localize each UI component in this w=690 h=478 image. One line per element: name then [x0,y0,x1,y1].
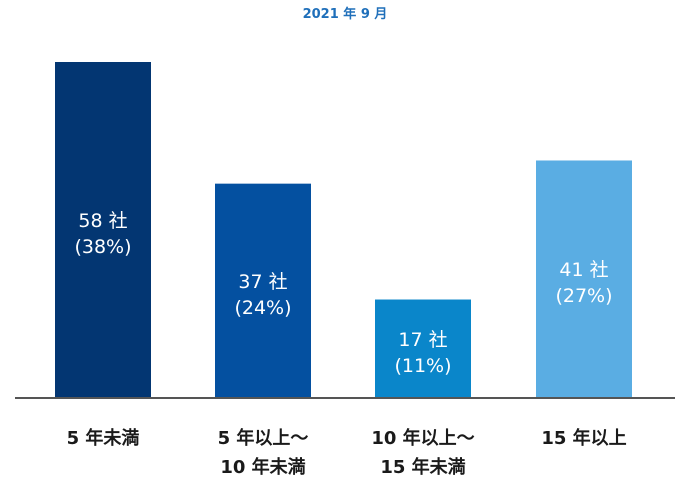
category-labels-layer: 5 年未満 5 年以上～ 10 年未満 10 年以上～ 15 年未満 15 年以上 [67,427,627,478]
category-label-3-line-2: 15 年未満 [380,456,465,478]
bar-percent-label-4: (27%) [555,285,612,307]
bar-value-label-2: 37 社 [238,271,287,293]
bar-1 [55,62,151,398]
category-label-1-line-1: 5 年未満 [67,427,140,449]
bar-percent-label-3: (11%) [394,355,451,377]
category-label-3-line-1: 10 年以上～ [371,427,474,449]
category-label-2-line-2: 10 年未満 [220,456,305,478]
bars-layer [55,62,632,398]
bar-labels-layer: 58 社 (38%) 37 社 (24%) 17 社 (11%) 41 社 (27%) [74,210,612,377]
bar-value-label-1: 58 社 [78,210,127,232]
bar-value-label-3: 17 社 [398,329,447,351]
category-label-4-line-1: 15 年以上 [541,427,626,449]
bar-3 [375,299,471,398]
bar-value-label-4: 41 社 [559,259,608,281]
chart-title: 2021 年 9 月 [303,6,388,22]
bar-percent-label-2: (24%) [234,297,291,319]
category-label-2-line-1: 5 年以上～ [218,427,309,449]
bar-percent-label-1: (38%) [74,236,131,258]
bar-2 [215,183,311,398]
bar-4 [536,160,632,398]
